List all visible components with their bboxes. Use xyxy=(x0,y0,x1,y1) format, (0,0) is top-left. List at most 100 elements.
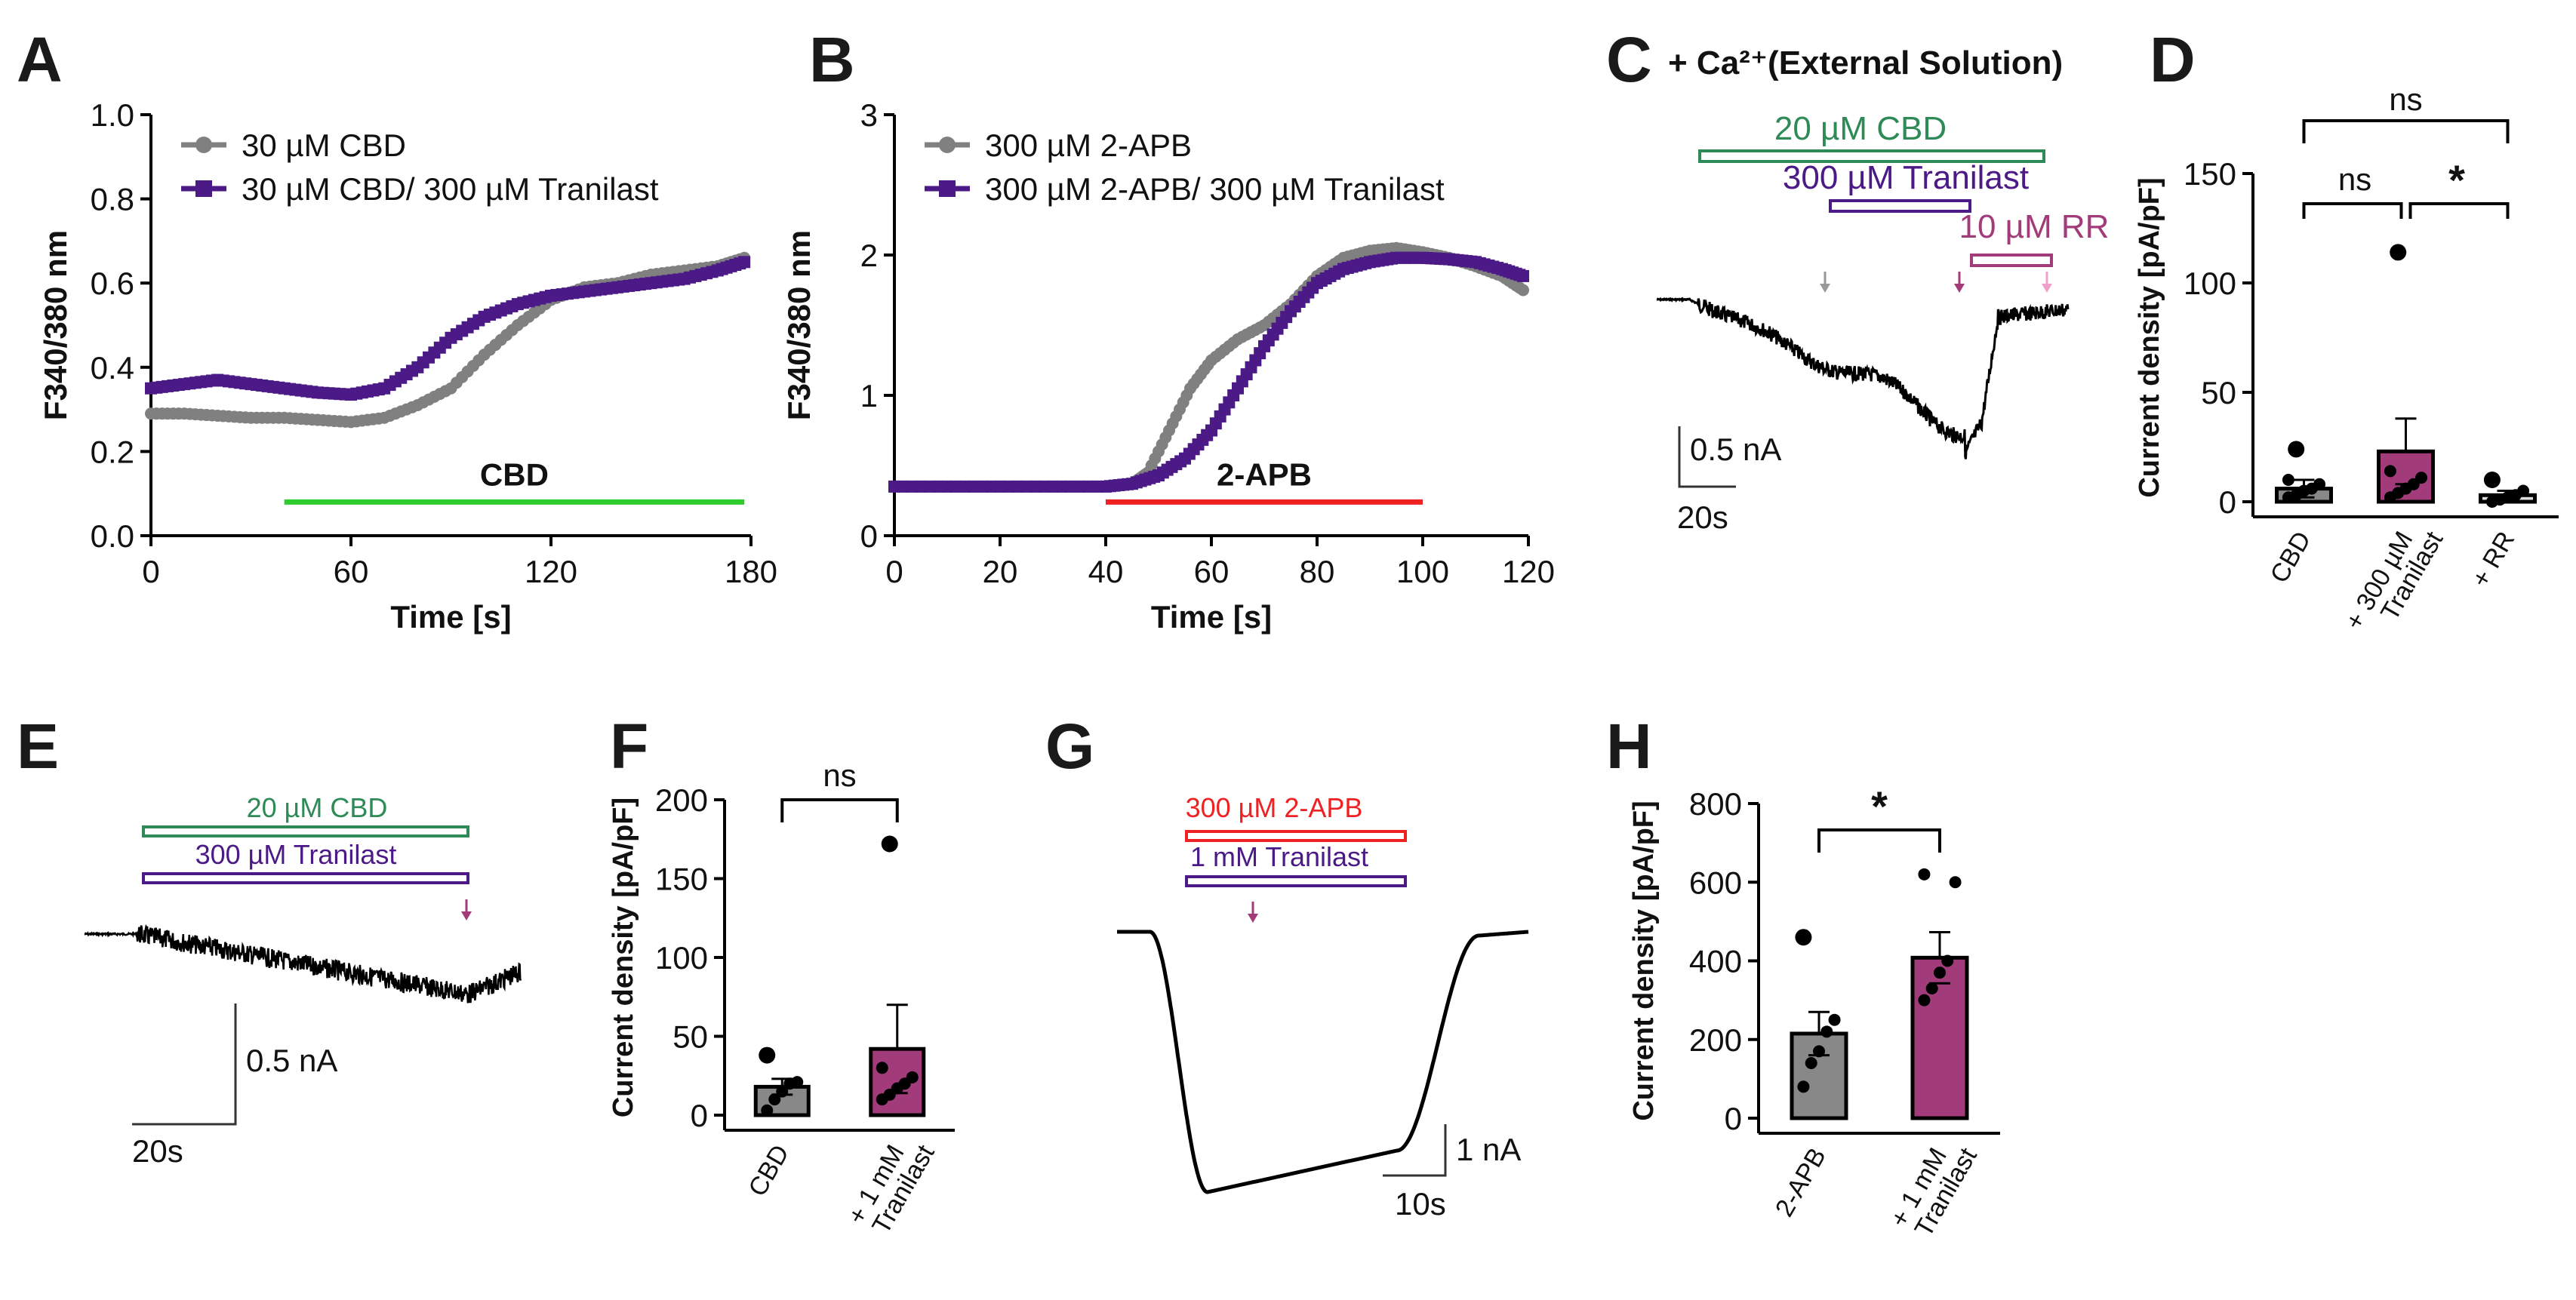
data-point xyxy=(876,1062,888,1074)
scale-time-label: 20s xyxy=(1677,499,1728,535)
legend-marker xyxy=(195,180,212,197)
y-axis-title: F340/380 nm xyxy=(781,230,817,420)
y-tick-label: 3 xyxy=(860,97,878,133)
significance-label: * xyxy=(2448,156,2465,204)
y-tick-label: 100 xyxy=(655,940,708,976)
y-axis-title: F340/380 nm xyxy=(38,230,73,420)
application-label: 20 µM CBD xyxy=(247,792,388,823)
y-tick-label: 150 xyxy=(655,862,708,897)
y-axis-title: Current density [pA/pF] xyxy=(1628,801,1660,1120)
data-point xyxy=(1820,1025,1833,1038)
data-point xyxy=(2384,465,2396,478)
data-point xyxy=(1949,876,1962,889)
data-point xyxy=(1918,994,1931,1007)
data-point xyxy=(2288,441,2305,458)
data-point xyxy=(2415,472,2428,484)
data-point xyxy=(1813,1045,1825,1058)
significance-label: * xyxy=(1871,782,1888,830)
panel-e: 20 µM CBD 300 µM Tranilast 0.5 nA 20s xyxy=(84,792,522,1169)
scale-current-label: 0.5 nA xyxy=(246,1043,337,1078)
legend-marker xyxy=(195,137,212,153)
significance-label: ns xyxy=(2389,81,2422,117)
significance-bracket xyxy=(2302,202,2403,219)
y-tick-label: 0.8 xyxy=(91,182,134,217)
x-tick-label: 100 xyxy=(1396,554,1449,589)
y-tick-label: 200 xyxy=(655,782,708,818)
panel-h: 0 200 400 600 800 Current density [pA/pF] 2-AP… xyxy=(1628,782,2000,1242)
application-label: 2-APB xyxy=(1217,456,1312,492)
category-label: CBD xyxy=(2265,527,2317,588)
significance-label: ns xyxy=(823,758,856,793)
application-label: 1 mM Tranilast xyxy=(1190,841,1368,872)
application-bar xyxy=(1185,830,1407,842)
panel-label-b: B xyxy=(809,24,855,95)
legend-marker xyxy=(939,180,956,197)
application-bar xyxy=(1829,199,1971,213)
panel-label-a: A xyxy=(17,24,63,95)
data-point xyxy=(768,1093,781,1106)
application-bar xyxy=(1185,875,1407,887)
y-tick-label: 150 xyxy=(2184,156,2236,192)
data-point xyxy=(1828,1013,1841,1026)
y-tick-label: 200 xyxy=(1689,1022,1742,1058)
data-point xyxy=(906,1071,919,1083)
application-bar xyxy=(142,825,469,837)
x-tick-label: 120 xyxy=(1502,554,1555,589)
legend-marker xyxy=(939,137,956,153)
y-tick-label: 800 xyxy=(1689,786,1742,822)
x-axis-title: Time [s] xyxy=(390,599,511,635)
current-trace xyxy=(1117,930,1529,1194)
data-point xyxy=(2483,472,2501,488)
x-tick-label: 80 xyxy=(1300,554,1335,589)
y-tick-label: 0.6 xyxy=(91,266,134,301)
application-label: 300 µM 2-APB xyxy=(1186,792,1363,823)
data-point xyxy=(1517,284,1529,297)
data-point xyxy=(738,256,751,269)
arrow-head xyxy=(1954,284,1965,293)
panel-label-g: G xyxy=(1045,711,1094,782)
scale-bar xyxy=(132,1003,237,1126)
application-label: 20 µM CBD xyxy=(1774,110,1947,147)
data-point xyxy=(1918,868,1931,880)
series-2 xyxy=(888,251,1529,493)
x-tick-label: 0 xyxy=(885,554,903,589)
legend-label: 30 µM CBD/ 300 µM Tranilast xyxy=(242,171,659,207)
legend-label: 300 µM 2-APB xyxy=(985,128,1192,163)
y-tick-label: 600 xyxy=(1689,865,1742,900)
panel-label-c: C xyxy=(1606,24,1652,95)
y-tick-label: 1.0 xyxy=(91,97,134,133)
application-label: 300 µM Tranilast xyxy=(195,839,397,870)
category-label: + RR xyxy=(2466,527,2520,592)
data-point xyxy=(776,1085,789,1098)
series-1 xyxy=(888,241,1529,493)
data-point xyxy=(1797,1080,1810,1093)
data-point xyxy=(1517,269,1529,282)
arrow-head xyxy=(1820,284,1830,293)
application-label: CBD xyxy=(480,456,549,492)
arrow-head xyxy=(1248,914,1258,923)
x-axis-title: Time [s] xyxy=(1151,599,1272,635)
significance-bracket xyxy=(2408,202,2510,219)
application-bar xyxy=(1698,149,2045,163)
y-tick-label: 400 xyxy=(1689,944,1742,979)
y-tick-label: 0 xyxy=(1725,1101,1742,1136)
application-label: 10 µM RR xyxy=(1959,208,2110,245)
scale-bar xyxy=(1678,426,1736,488)
x-tick-label: 180 xyxy=(725,554,777,589)
legend-label: 300 µM 2-APB/ 300 µM Tranilast xyxy=(985,171,1445,207)
panel-title: + Ca²⁺(External Solution) xyxy=(1668,45,2063,81)
panel-label-f: F xyxy=(610,711,648,782)
data-point xyxy=(1925,982,1938,994)
data-point xyxy=(881,835,898,853)
bar-2 xyxy=(1910,955,1969,1120)
x-tick-label: 120 xyxy=(525,554,577,589)
y-axis-title: Current density [pA/pF] xyxy=(2134,177,2165,497)
y-tick-label: 50 xyxy=(2201,375,2236,410)
scale-time-label: 20s xyxy=(132,1133,183,1169)
significance-bracket xyxy=(2302,119,2510,143)
x-tick-label: 20 xyxy=(983,554,1018,589)
scale-current-label: 0.5 nA xyxy=(1690,432,1781,467)
scale-current-label: 1 nA xyxy=(1456,1132,1521,1167)
